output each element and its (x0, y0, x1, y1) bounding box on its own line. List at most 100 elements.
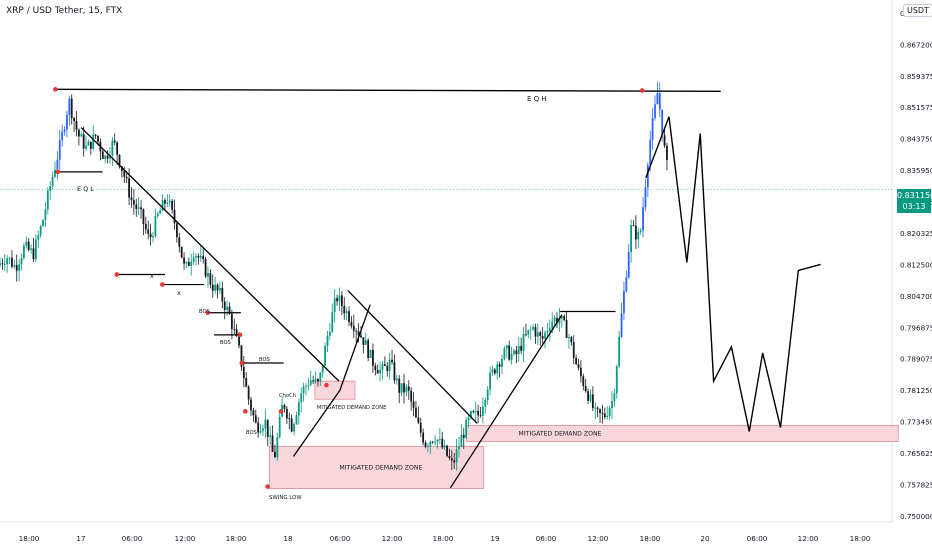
last-price-tag: 0.831150 03:13 (897, 189, 932, 213)
candle-body (460, 434, 463, 447)
candle-body (183, 257, 185, 264)
candle-body (187, 262, 190, 266)
pivot-point (53, 87, 58, 92)
candle-body (427, 446, 429, 448)
pivot-point (239, 360, 245, 366)
choch-label: ChoCh (279, 393, 296, 399)
candle-body (646, 164, 649, 188)
price-axis[interactable]: 0.8750000.8672000.8593750.8515750.843750… (900, 9, 932, 521)
candle-body (288, 418, 291, 420)
currency-badge[interactable]: USDT (903, 4, 932, 17)
candle-body (233, 329, 236, 330)
candle-body (470, 411, 472, 418)
time-tick-label: 18:00 (226, 534, 247, 543)
candle-body (161, 200, 164, 211)
candle-body (0, 263, 1, 266)
candle-body (230, 313, 233, 330)
candle-body (302, 386, 305, 394)
price-tick-label: 0.773450 (900, 418, 932, 427)
candle-body (436, 439, 439, 442)
candle-body (164, 200, 166, 204)
candle-body (620, 313, 623, 337)
pivot-point (278, 409, 284, 414)
candle-body (274, 451, 276, 458)
candle-body (262, 428, 264, 432)
price-tick-label: 0.765625 (900, 449, 932, 458)
candle-body (634, 225, 637, 240)
demand-zone-label: MITIGATED DEMAND ZONE (519, 430, 602, 437)
candle-body (517, 345, 520, 355)
candle-body (109, 155, 111, 159)
price-tick-label: 0.804700 (900, 292, 932, 301)
candle-body (113, 140, 116, 143)
candle-body (39, 226, 42, 236)
candle-body (608, 407, 611, 417)
candle-body (472, 411, 475, 413)
candle-body (221, 288, 224, 302)
x-mark: x (177, 289, 181, 297)
price-tick-label: 0.750000 (900, 512, 932, 521)
candle-body (582, 376, 585, 387)
candle-body (450, 458, 453, 461)
candle-body (73, 117, 76, 121)
candle-body (443, 445, 446, 448)
candle-body (623, 291, 625, 314)
candle-body (625, 277, 628, 292)
time-tick-label: 17 (76, 534, 85, 543)
candle-body (300, 393, 303, 403)
candle-body (75, 120, 78, 130)
candle-body (491, 369, 494, 373)
pivot-point (265, 484, 270, 489)
candle-body (513, 350, 515, 354)
candle-body (13, 265, 16, 267)
candle-body (197, 255, 200, 258)
candle-body (333, 298, 336, 313)
candle-body (140, 207, 142, 210)
time-tick-label: 12:00 (798, 534, 819, 543)
price-tick-label: 0.859375 (900, 72, 932, 81)
candle-body (627, 252, 630, 278)
candle-body (70, 98, 73, 118)
candle-body (522, 334, 525, 351)
candle-body (168, 200, 171, 203)
candle-body (8, 257, 11, 259)
candle-body (393, 362, 396, 381)
candle-body (173, 209, 176, 224)
candle-body (575, 357, 578, 365)
candle-body (247, 386, 250, 400)
candle-body (264, 419, 267, 429)
price-tick-label: 0.757825 (900, 480, 932, 489)
candle-body (97, 135, 99, 142)
time-tick-label: 06:00 (122, 534, 143, 543)
candle-body (352, 325, 355, 331)
candle-body (116, 142, 119, 155)
candle-body (190, 261, 193, 266)
candle-body (350, 322, 353, 326)
candle-body (166, 202, 169, 204)
candle-body (343, 306, 346, 314)
candle-body (118, 154, 121, 167)
candle-body (87, 141, 90, 146)
candle-body (199, 255, 202, 258)
candle-body (125, 176, 128, 179)
candle-body (422, 432, 425, 443)
time-tick-label: 20 (700, 534, 710, 543)
symbol-title: XRP / USD Tether, 15, FTX (6, 6, 123, 16)
candle-body (211, 284, 214, 291)
candle-body (290, 418, 293, 432)
candle-body (481, 406, 484, 416)
candle-body (176, 223, 178, 238)
candle-body (606, 416, 609, 418)
bos-label: BOS (220, 340, 231, 346)
price-tick-label: 0.812500 (900, 260, 932, 269)
candle-body (584, 386, 587, 392)
time-tick-label: 12:00 (588, 534, 609, 543)
candle-body (618, 336, 621, 367)
time-axis[interactable]: 18:00 17 06:00 12:00 18:00 18 06:00 12:00 18:00 1… (19, 534, 871, 543)
price-tick-label: 0.781250 (900, 386, 932, 395)
pivot-point (639, 88, 645, 93)
candle-body (238, 336, 240, 346)
candle-body (142, 209, 145, 225)
candle-body (601, 412, 604, 414)
